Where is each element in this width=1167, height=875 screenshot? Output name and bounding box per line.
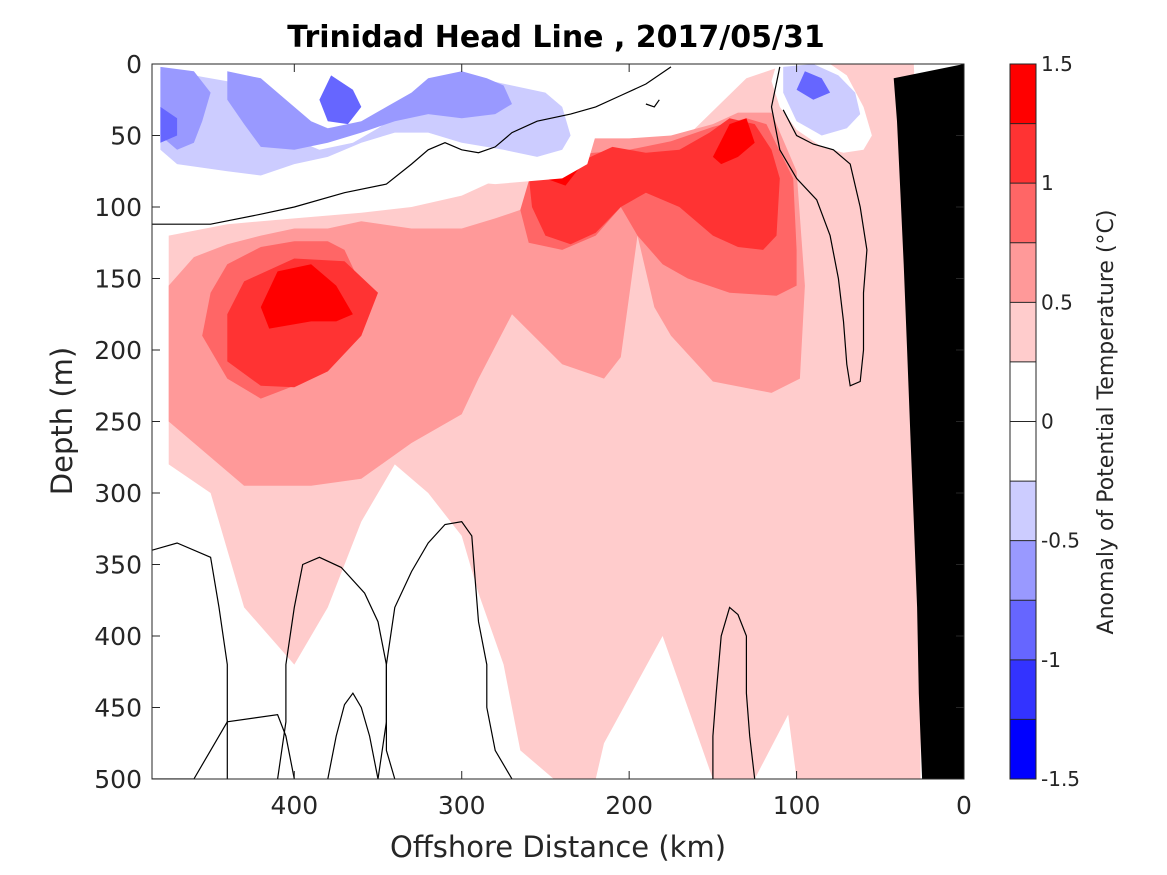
colorbar-segment <box>1010 361 1036 422</box>
colorbar-segment <box>1010 719 1036 779</box>
y-tick-label: 150 <box>94 265 142 294</box>
zero-contour-line-0 <box>152 66 672 225</box>
colorbar-segment <box>1010 242 1036 303</box>
colorbar-tick-label: 1.5 <box>1041 52 1073 76</box>
colorbar: 1.5 1 0.5 0 -0.5 -1 -1.5 <box>1009 52 1080 791</box>
y-tick-label: 0 <box>126 50 142 79</box>
zero-contour-line-2 <box>770 66 868 387</box>
colorbar-segment <box>1010 421 1036 482</box>
zero-contour-line-7 <box>327 692 379 779</box>
x-tick-label: 300 <box>438 791 486 820</box>
colorbar-frame <box>1009 63 1037 780</box>
y-tick-label: 350 <box>94 551 142 580</box>
x-tick-label: 0 <box>956 791 972 820</box>
colorbar-segment <box>1010 600 1036 660</box>
y-tick-label: 200 <box>94 336 142 365</box>
bathymetry-layer <box>893 64 964 779</box>
colorbar-segment <box>1010 540 1036 601</box>
colorbar-segment <box>1010 64 1036 124</box>
zero-contour-line-8 <box>152 713 295 779</box>
y-axis-label: Depth (m) <box>45 347 79 495</box>
y-tick-label: 250 <box>94 408 142 437</box>
colorbar-label: Anomaly of Potential Temperature (°C) <box>1094 210 1119 635</box>
contour-region-16 <box>160 106 178 143</box>
chart-title: Trinidad Head Line , 2017/05/31 <box>287 20 824 55</box>
zero-contour-line-5 <box>377 520 513 779</box>
colorbar-segment <box>1010 123 1036 184</box>
x-tick-label: 200 <box>605 791 653 820</box>
colorbar-segment <box>1010 659 1036 720</box>
colorbar-tick-label: 0 <box>1041 410 1054 434</box>
colorbar-tick-label: -1 <box>1041 648 1061 672</box>
y-axis: 0 50 100 150 200 250 300 350 400 450 500 <box>94 50 964 794</box>
x-tick-label: 400 <box>270 791 318 820</box>
y-tick-label: 400 <box>94 622 142 651</box>
x-tick-label: 100 <box>773 791 821 820</box>
zero-contour-line-1 <box>645 99 660 108</box>
x-axis: 400 300 200 100 0 <box>270 64 972 820</box>
y-tick-label: 100 <box>94 193 142 222</box>
colorbar-tick-label: -1.5 <box>1041 767 1080 791</box>
zero-contour-line-6 <box>712 606 756 779</box>
contour-fill-layer <box>152 64 921 779</box>
y-tick-label: 450 <box>94 694 142 723</box>
y-tick-label: 300 <box>94 479 142 508</box>
contour-region-17 <box>796 71 831 100</box>
colorbar-segment <box>1010 481 1036 541</box>
y-tick-label: 500 <box>94 765 142 794</box>
colorbar-segment <box>1010 302 1036 362</box>
contour-region-8 <box>712 118 755 165</box>
colorbar-tick-label: -0.5 <box>1041 529 1080 553</box>
zero-contour-layer <box>152 66 868 779</box>
contour-region-14 <box>227 71 513 150</box>
bathymetry-mask <box>893 64 964 779</box>
colorbar-tick-label: 0.5 <box>1041 290 1073 314</box>
contour-region-15 <box>319 75 362 125</box>
colorbar-tick-label: 1 <box>1041 171 1054 195</box>
x-axis-label: Offshore Distance (km) <box>390 830 726 864</box>
contour-region-6 <box>260 264 353 329</box>
colorbar-segment <box>1010 183 1036 243</box>
y-tick-label: 50 <box>110 122 142 151</box>
